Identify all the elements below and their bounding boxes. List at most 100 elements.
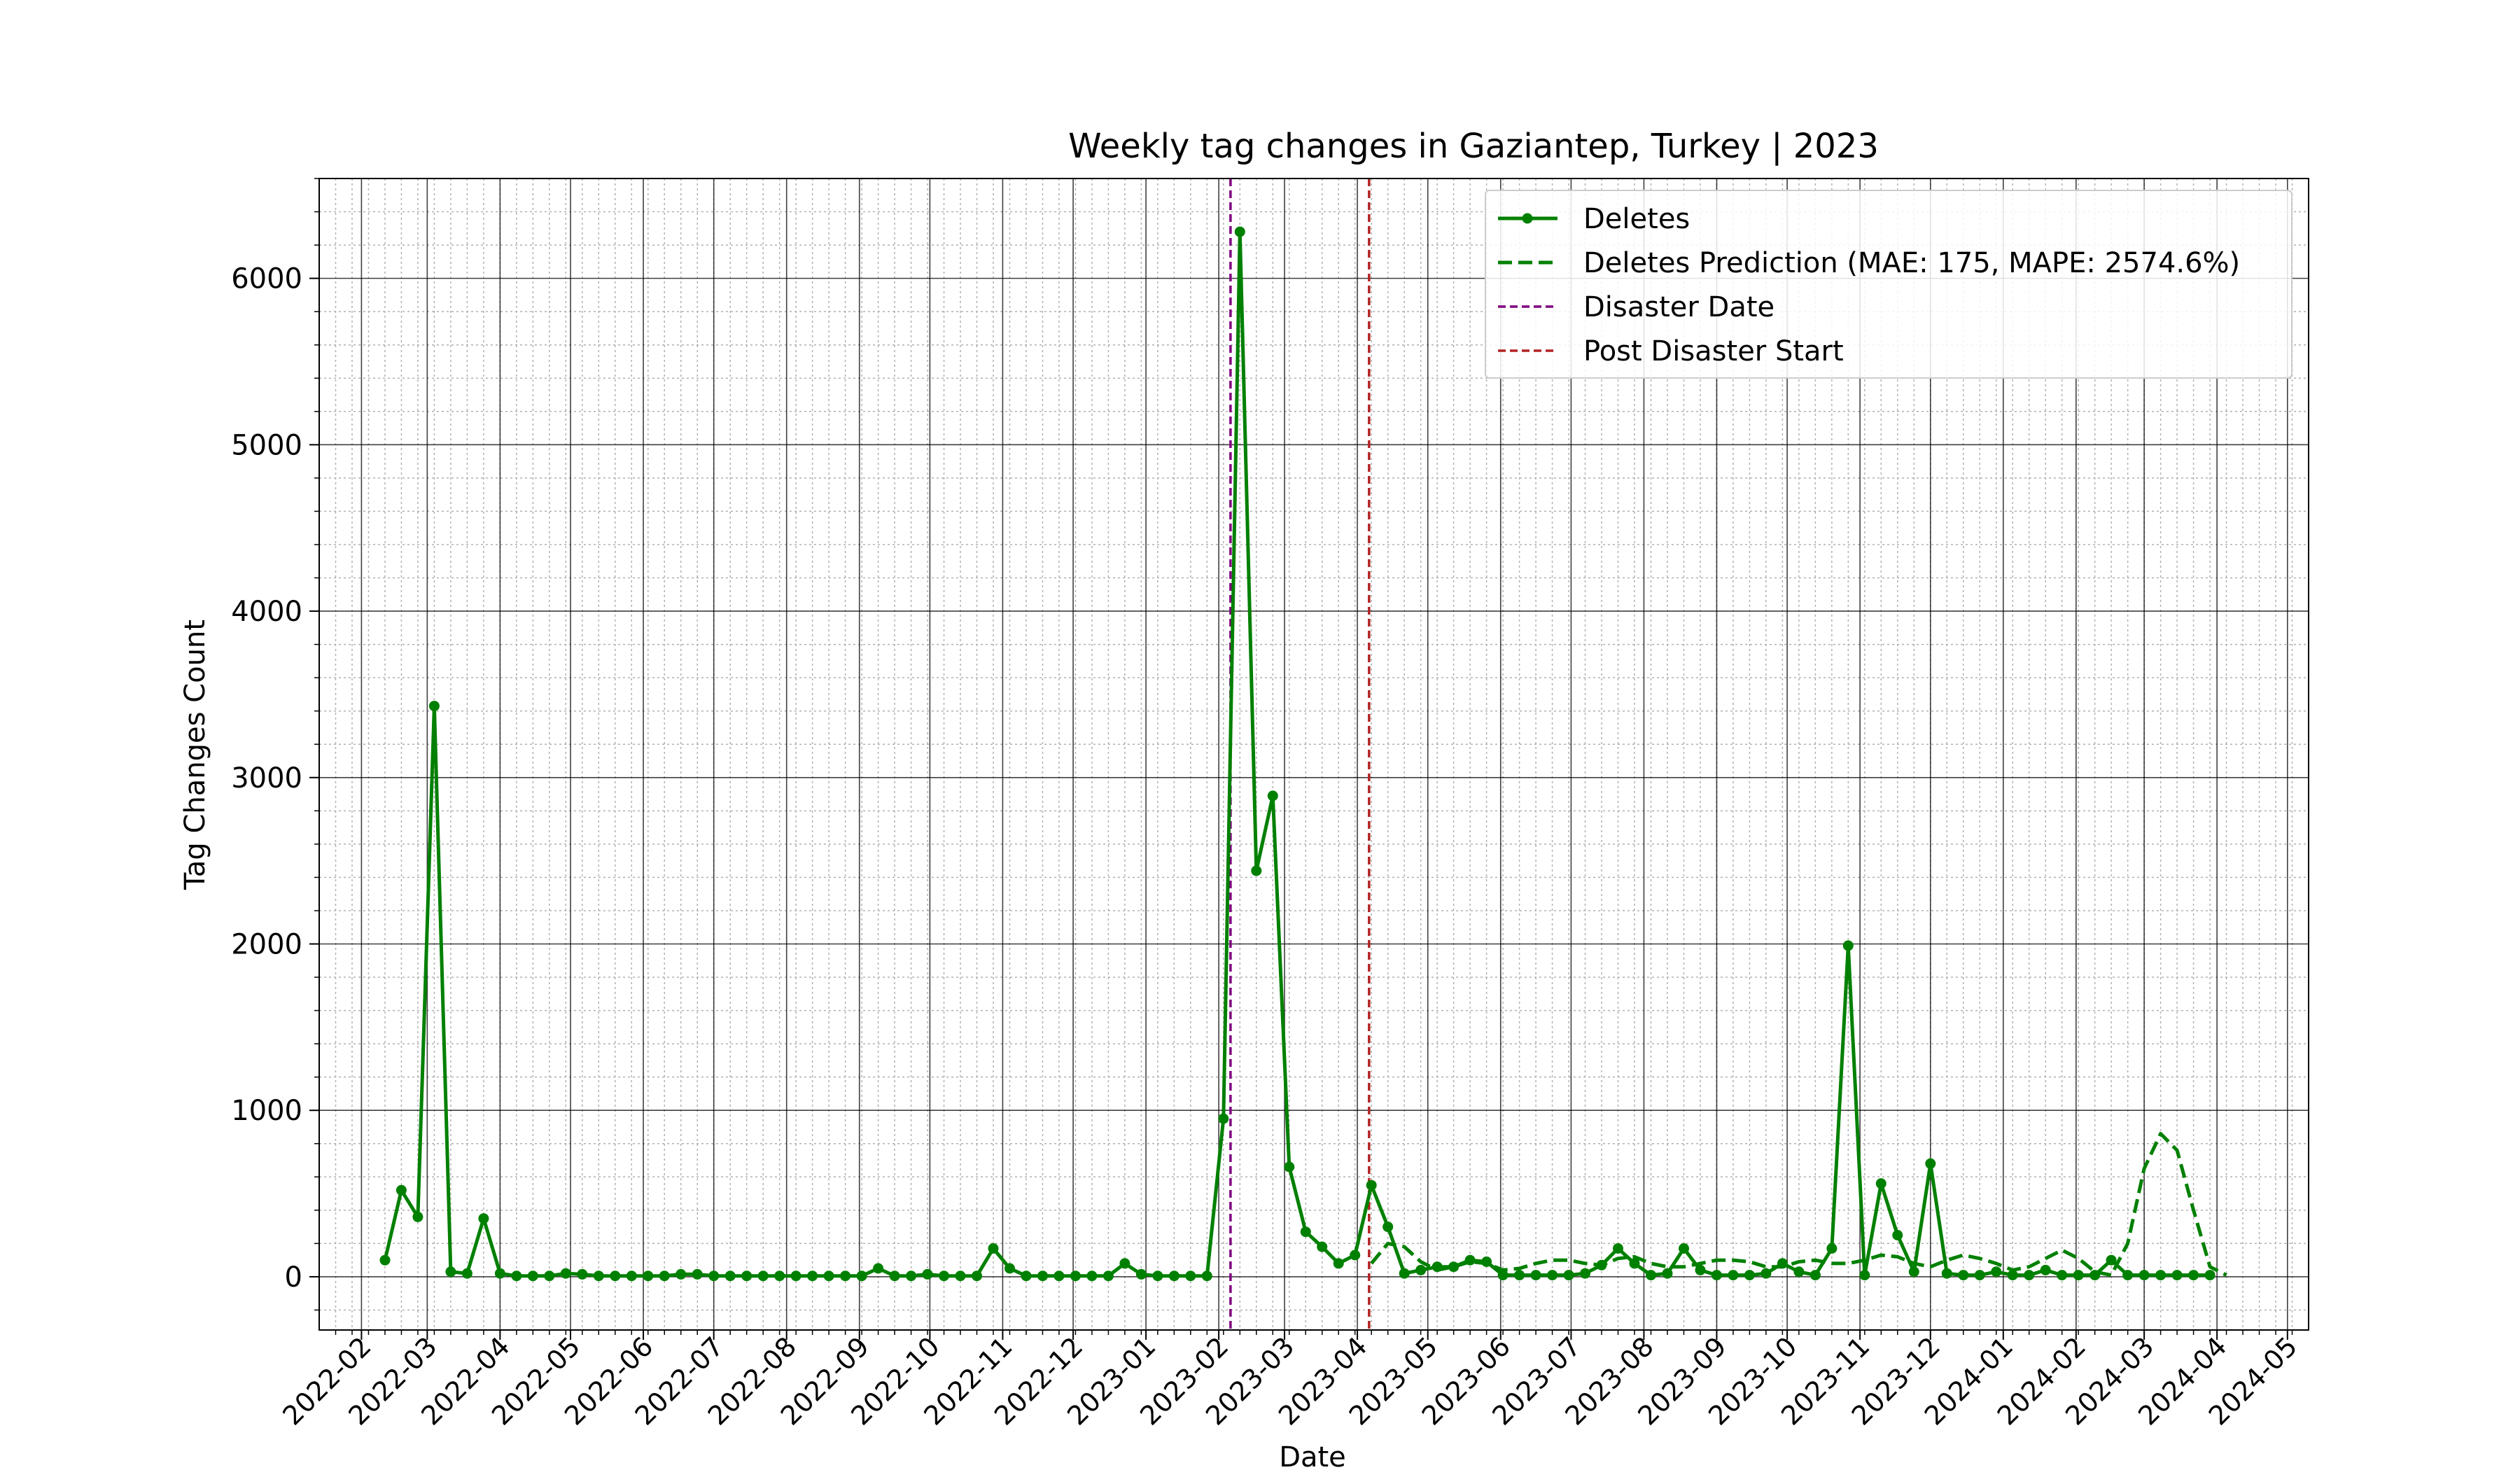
- data-point-deletes: [1925, 1158, 1936, 1169]
- data-point-deletes: [2122, 1270, 2134, 1281]
- data-point-deletes: [560, 1268, 571, 1279]
- data-point-deletes: [461, 1268, 472, 1279]
- legend: Deletes Deletes Prediction (MAE: 175, MAP…: [1485, 190, 2292, 379]
- data-point-deletes: [1662, 1268, 1673, 1279]
- data-point-deletes: [2138, 1270, 2150, 1281]
- data-point-deletes: [1300, 1226, 1311, 1238]
- y-tick-label: 6000: [231, 263, 302, 295]
- data-point-deletes: [1218, 1113, 1229, 1124]
- data-point-deletes: [1497, 1270, 1508, 1281]
- data-point-deletes: [478, 1213, 489, 1224]
- data-point-deletes: [1744, 1270, 1755, 1281]
- data-point-deletes: [527, 1270, 538, 1282]
- data-point-deletes: [1580, 1268, 1590, 1279]
- data-point-deletes: [1004, 1263, 1015, 1274]
- data-point-deletes: [1399, 1268, 1410, 1279]
- data-point-deletes: [741, 1270, 752, 1282]
- data-point-deletes: [1448, 1261, 1460, 1273]
- data-point-deletes: [1793, 1266, 1805, 1278]
- y-tick-label: 1000: [231, 1095, 302, 1127]
- data-point-deletes: [1102, 1270, 1114, 1282]
- data-point-deletes: [659, 1270, 670, 1282]
- series-line-deletes-prediction: [1370, 1132, 2227, 1278]
- y-axis-ticks: 0 1000 2000 3000 4000 5000 6000: [231, 178, 319, 1311]
- plot-frame: [318, 178, 2309, 1331]
- data-point-deletes: [445, 1266, 456, 1278]
- data-point-deletes: [1267, 790, 1278, 802]
- data-point-deletes: [1530, 1270, 1541, 1281]
- data-point-deletes: [1892, 1230, 1903, 1240]
- data-point-deletes: [757, 1270, 769, 1282]
- data-point-deletes: [1958, 1270, 1969, 1281]
- data-point-deletes: [988, 1243, 999, 1254]
- data-point-deletes: [610, 1270, 621, 1282]
- data-point-deletes: [379, 1254, 391, 1266]
- y-tick-label: 3000: [231, 762, 302, 794]
- data-point-deletes: [708, 1270, 720, 1282]
- data-point-deletes: [1464, 1254, 1476, 1266]
- data-point-deletes: [1481, 1256, 1492, 1267]
- data-point-deletes: [1695, 1264, 1706, 1275]
- data-point-deletes: [807, 1270, 818, 1282]
- data-point-deletes: [1350, 1250, 1361, 1261]
- data-point-deletes: [873, 1263, 884, 1274]
- data-point-deletes: [2188, 1270, 2199, 1281]
- data-point-deletes: [1711, 1270, 1722, 1281]
- data-point-deletes: [790, 1270, 802, 1282]
- data-point-deletes: [889, 1270, 900, 1282]
- y-tick-label: 5000: [231, 429, 302, 461]
- data-point-deletes: [2106, 1254, 2117, 1266]
- data-point-deletes: [626, 1270, 637, 1282]
- chart-title: Weekly tag changes in Gaziantep, Turkey …: [1068, 127, 1879, 166]
- data-point-deletes: [2007, 1270, 2018, 1281]
- data-point-deletes: [577, 1268, 588, 1280]
- data-point-deletes: [1366, 1180, 1377, 1191]
- data-point-deletes: [1432, 1261, 1443, 1273]
- data-point-deletes: [1859, 1270, 1870, 1281]
- data-point-deletes: [1514, 1270, 1525, 1281]
- data-point-deletes: [1596, 1259, 1607, 1270]
- data-point-deletes: [544, 1270, 555, 1282]
- data-point-deletes: [412, 1211, 424, 1222]
- data-point-deletes: [1613, 1243, 1623, 1254]
- data-point-deletes: [2024, 1270, 2035, 1281]
- major-grid: [319, 178, 2309, 1330]
- data-point-deletes: [1251, 865, 1262, 876]
- data-point-deletes: [2090, 1270, 2101, 1281]
- data-point-deletes: [1021, 1270, 1032, 1282]
- data-point-deletes: [1135, 1268, 1147, 1280]
- legend-label: Disaster Date: [1583, 291, 1774, 323]
- data-point-deletes: [1415, 1264, 1427, 1275]
- data-point-deletes: [1760, 1268, 1772, 1279]
- data-point-deletes: [1152, 1270, 1163, 1282]
- legend-marker: [1522, 213, 1533, 224]
- data-point-deletes: [1201, 1270, 1212, 1282]
- data-point-deletes: [1382, 1222, 1394, 1233]
- data-point-deletes: [593, 1270, 604, 1282]
- data-point-deletes: [1728, 1270, 1739, 1281]
- data-point-deletes: [1809, 1270, 1821, 1281]
- data-point-deletes: [2040, 1264, 2051, 1275]
- data-point-deletes: [692, 1268, 703, 1280]
- data-point-deletes: [1563, 1270, 1574, 1281]
- data-point-deletes: [1842, 940, 1854, 951]
- data-point-deletes: [1777, 1258, 1788, 1269]
- data-point-deletes: [494, 1268, 505, 1279]
- legend-label: Deletes: [1583, 203, 1690, 235]
- data-point-deletes: [676, 1268, 687, 1280]
- data-point-deletes: [1908, 1266, 1919, 1278]
- data-point-deletes: [1941, 1268, 1952, 1279]
- data-point-deletes: [396, 1184, 407, 1196]
- data-point-deletes: [922, 1268, 933, 1280]
- data-point-deletes: [1168, 1270, 1180, 1282]
- data-point-deletes: [856, 1270, 867, 1282]
- data-point-deletes: [428, 701, 440, 712]
- x-axis-label: Date: [1279, 1441, 1346, 1470]
- data-point-deletes: [643, 1270, 654, 1282]
- data-point-deletes: [1333, 1258, 1344, 1269]
- legend-label: Post Disaster Start: [1583, 335, 1844, 368]
- data-point-deletes: [2155, 1270, 2166, 1281]
- legend-box: [1485, 190, 2292, 379]
- data-point-deletes: [1317, 1241, 1328, 1252]
